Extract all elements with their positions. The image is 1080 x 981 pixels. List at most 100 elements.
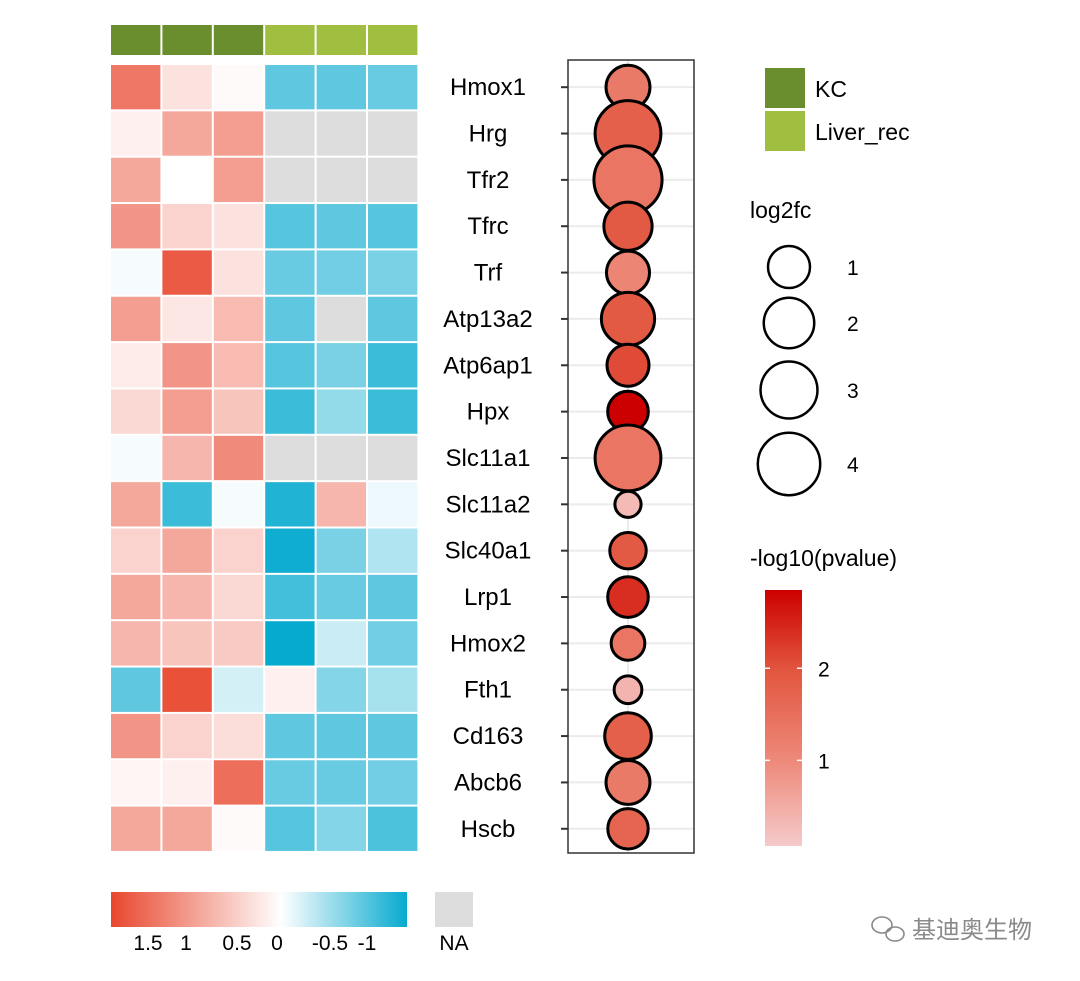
heatmap-cell xyxy=(111,713,161,759)
heatmap-cell xyxy=(111,667,161,712)
heatmap-cell xyxy=(111,204,161,249)
heatmap-cell xyxy=(265,713,315,759)
heatmap-cell xyxy=(162,713,212,759)
heatmap-cell xyxy=(213,250,264,295)
dot-lrp1 xyxy=(606,575,650,619)
legend-label-liver_rec: Liver_rec xyxy=(815,119,910,145)
heatmap-cell xyxy=(162,111,212,156)
heatmap-cell xyxy=(111,435,161,481)
heatmap-cell xyxy=(111,621,161,666)
na-label: NA xyxy=(439,932,468,955)
heatmap-cell xyxy=(316,482,366,527)
heatmap-cell xyxy=(162,528,212,573)
pvalue-colorbar xyxy=(765,590,802,846)
heatmap-legend-tick-label: -0.5 xyxy=(312,932,348,955)
heatmap-cell xyxy=(368,250,418,295)
heatmap-cell xyxy=(265,296,315,342)
heatmap-cell xyxy=(265,760,315,805)
heatmap-cell xyxy=(213,528,264,573)
heatmap-cell xyxy=(213,760,264,805)
heatmap-cell xyxy=(368,528,418,573)
heatmap-cell xyxy=(316,528,366,573)
annotation-cell-liver_rec xyxy=(368,25,418,55)
heatmap-cell xyxy=(368,667,418,712)
dot-hscb xyxy=(606,807,650,851)
heatmap-cell xyxy=(213,111,264,156)
heatmap-cell xyxy=(316,296,366,342)
heatmap-cell xyxy=(111,157,161,203)
gene-label: Slc40a1 xyxy=(445,538,532,565)
size-legend-label: 1 xyxy=(847,257,859,280)
dot-hmox2 xyxy=(609,625,647,662)
heatmap-cell xyxy=(111,806,161,851)
heatmap-cell xyxy=(265,435,315,481)
gene-label: Hpx xyxy=(467,399,510,426)
heatmap-colorbar xyxy=(111,892,407,927)
gene-label: Slc11a1 xyxy=(446,445,531,472)
dot-tfrc xyxy=(602,200,654,252)
heatmap-cell xyxy=(162,806,212,851)
heatmap-cell xyxy=(368,157,418,203)
colorbar-tick-label: 2 xyxy=(818,658,830,681)
gene-labels: Hmox1 Hrg Tfr2 Tfrc Trf Atp13a2 Atp6ap1 Hpx Slc1… xyxy=(443,74,532,843)
heatmap-legend-tick-label: -1 xyxy=(358,932,377,955)
wechat-icon xyxy=(871,916,905,942)
heatmap-cell xyxy=(213,389,264,434)
gene-label: Fth1 xyxy=(464,677,512,704)
heatmap-cell xyxy=(213,204,264,249)
dot-slc40a1 xyxy=(608,530,648,571)
heatmap-cell xyxy=(162,435,212,481)
heatmap-cell xyxy=(162,574,212,620)
heatmap-cell xyxy=(162,482,212,527)
dot-atp6ap1 xyxy=(605,342,651,388)
heatmap-legend-tick-label: 1 xyxy=(180,932,192,955)
heatmap-cell xyxy=(368,111,418,156)
gene-label: Trf xyxy=(474,260,503,287)
pvalue-color-legend: -log10(pvalue) 1 2 xyxy=(750,545,897,846)
heatmap-cell xyxy=(265,343,315,388)
heatmap-cell xyxy=(316,65,366,110)
watermark-text: 基迪奥生物 xyxy=(912,917,1032,944)
heatmap-cell xyxy=(265,65,315,110)
heatmap-cell xyxy=(265,667,315,712)
dot-slc11a1 xyxy=(593,423,663,493)
heatmap-cell xyxy=(213,65,264,110)
annotation-cell-kc xyxy=(111,25,161,55)
annotation-cell-liver_rec xyxy=(265,25,315,55)
heatmap-cell xyxy=(368,343,418,388)
heatmap-cell xyxy=(265,806,315,851)
heatmap-cell xyxy=(162,65,212,110)
heatmap-cell xyxy=(265,111,315,156)
heatmap-cell xyxy=(213,435,264,481)
annotation-cell-kc xyxy=(162,25,212,55)
heatmap-cell xyxy=(162,389,212,434)
gene-label: Tfrc xyxy=(467,213,508,240)
size-legend: log2fc 1 2 3 4 xyxy=(750,197,859,497)
gene-label: Atp13a2 xyxy=(443,306,532,333)
heatmap-cell xyxy=(368,760,418,805)
heatmap-cell xyxy=(368,389,418,434)
heatmap-legend-tick-label: 1.5 xyxy=(133,932,162,955)
heatmap-cell xyxy=(111,760,161,805)
gene-label: Lrp1 xyxy=(464,584,512,611)
gene-label: Hscb xyxy=(461,816,516,843)
heatmap-cells xyxy=(111,65,418,851)
size-legend-circle xyxy=(759,360,819,420)
heatmap-cell xyxy=(213,621,264,666)
legend-swatch-kc xyxy=(765,68,805,108)
heatmap-cell xyxy=(316,435,366,481)
size-legend-circle xyxy=(766,244,812,290)
heatmap-cell xyxy=(265,621,315,666)
heatmap-cell xyxy=(162,157,212,203)
heatmap-cell xyxy=(111,389,161,434)
size-legend-label: 3 xyxy=(847,380,859,403)
heatmap-cell xyxy=(368,435,418,481)
heatmap-cell xyxy=(368,65,418,110)
heatmap-cell xyxy=(368,621,418,666)
gene-label: Abcb6 xyxy=(454,769,522,796)
heatmap-cell xyxy=(265,482,315,527)
dot-panel-border xyxy=(567,59,695,854)
heatmap-cell xyxy=(213,667,264,712)
heatmap-cell xyxy=(368,806,418,851)
annotation-cell-liver_rec xyxy=(316,25,366,55)
